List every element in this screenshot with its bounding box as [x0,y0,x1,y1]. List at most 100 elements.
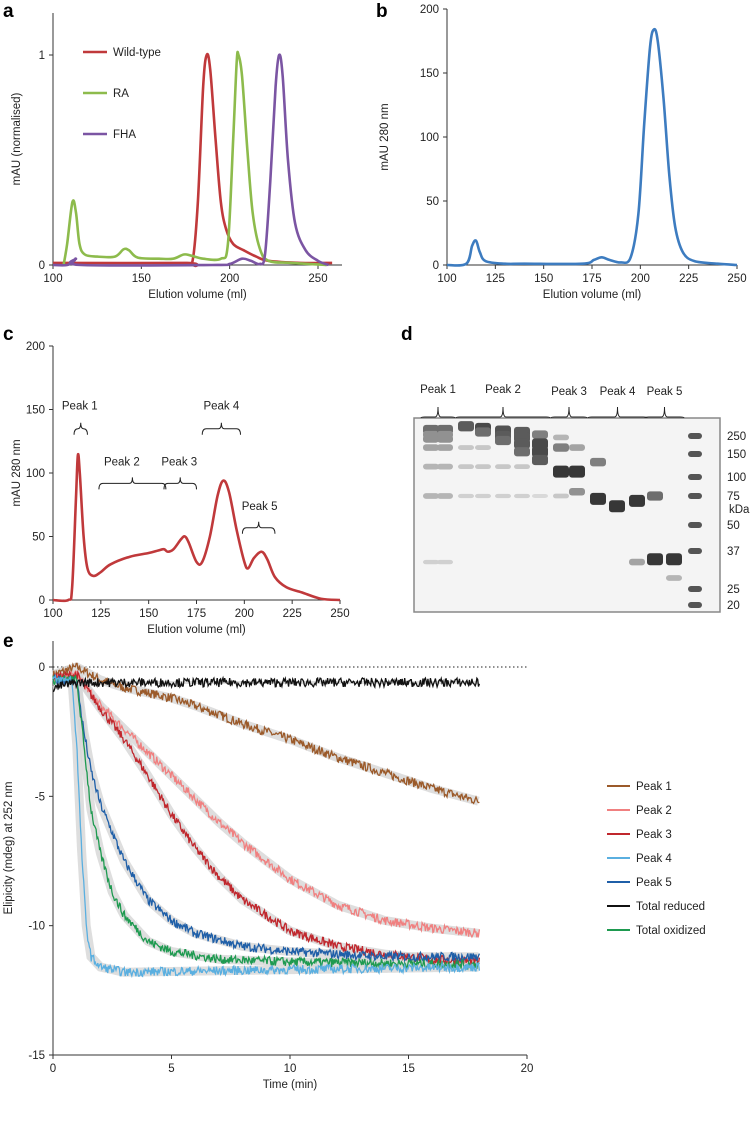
gel-group-brace [420,406,456,419]
x-tick-label: 125 [91,608,110,620]
legend-label: Peak 3 [636,829,672,841]
gel-band [495,464,511,470]
chart-panel-b: 100 125 150 175 200 225 250 0 50 100 150 200 Elution… [379,4,747,301]
gel-band [475,493,491,499]
y-tick-label: 150 [26,405,45,417]
marker-kda-label: 37 [727,546,740,558]
series-line-peak-2 [52,669,481,939]
x-tick-label: 200 [631,273,650,285]
x-tick-label: 0 [50,1063,56,1075]
y-tick-label: 50 [426,196,439,208]
gel-band [569,465,585,478]
gel-lane [553,434,569,499]
y-tick-label: 150 [420,68,439,80]
marker-kda-label: 100 [727,472,746,484]
gel-lane [609,500,625,513]
gel-band [423,493,439,499]
gel-group-label: Peak 1 [420,384,456,396]
x-tick-label: 150 [139,608,158,620]
panel-label-a: a [3,1,14,22]
x-tick-label: 175 [582,273,601,285]
legend-label: Total oxidized [636,925,706,937]
y-axis-label: Elipicity (mdeg) at 252 nm [3,782,15,915]
x-axis-label: Elution volume (ml) [543,289,642,301]
y-tick-label: 1 [39,50,45,62]
series-line-peak-4 [52,673,481,979]
panel-label-c: c [3,324,14,345]
x-axis-label: Time (min) [263,1079,318,1091]
gel-group-brace [587,406,648,419]
gel-band [666,575,682,581]
gel-lane [532,430,548,498]
x-tick-label: 10 [284,1063,297,1075]
chart-panel-d: 250 150 100 75 50 37 25 20 kDa Peak 1 Peak 2 Peak 3… [413,384,750,613]
gel-band [553,465,569,478]
gel-band [532,454,548,466]
gel-band [532,430,548,439]
chart-panel-e: 0 5 10 15 20 0 -5 -10 -15 Time (min) Elipicity (md… [3,641,706,1091]
gel-band [514,464,530,470]
gel-band [423,463,439,470]
gel-band [458,464,474,470]
gel-band [553,493,569,499]
x-tick-label: 250 [308,273,327,285]
gel-lane [495,425,511,499]
gel-lane [423,424,439,565]
x-tick-label: 100 [437,273,456,285]
gel-group-label: Peak 2 [485,384,521,396]
gel-band [423,444,439,451]
x-tick-label: 225 [679,273,698,285]
legend-label: Wild-type [113,47,161,59]
gel-lane [514,426,530,499]
gel-lane [458,421,474,499]
gel-band [437,559,453,565]
gel-band [437,435,453,443]
marker-band [688,433,702,439]
gel-group-brace [455,406,551,419]
series-line-total-oxidized [52,674,480,971]
y-tick-label: -10 [28,921,45,933]
gel-band [423,435,439,443]
x-tick-label: 175 [187,608,206,620]
legend-label: Peak 2 [636,805,672,817]
gel-lane [569,444,585,496]
marker-band [688,451,702,457]
x-tick-label: 250 [330,608,349,620]
gel-band [532,446,548,458]
x-tick-label: 250 [727,273,746,285]
marker-band [688,586,702,592]
x-tick-label: 225 [283,608,302,620]
x-tick-label: 100 [43,273,62,285]
series-line-wild-type [52,52,333,268]
peak-label: Peak 3 [161,456,197,468]
gel-band [647,491,663,501]
gel-band [553,434,569,441]
gel-band [629,494,645,507]
y-tick-label: -5 [35,791,45,803]
y-axis-label: mAU (normalised) [11,93,23,186]
marker-kda-label: 20 [727,600,740,612]
gel-band [647,553,663,566]
gel-group-brace [644,406,685,419]
chart-panel-c: 100 125 150 175 200 225 250 0 50 100 150 200 Elution… [11,341,350,636]
marker-kda-label: 50 [727,520,740,532]
gel-band [495,435,511,446]
panel-label-d: d [401,324,413,345]
gel-lane [629,494,645,566]
panel-label-e: e [3,631,14,652]
y-axis-label: mAU 280 nm [379,103,391,170]
gel-band [458,421,474,432]
marker-kda-label: 75 [727,491,740,503]
legend-label: RA [113,88,129,100]
gel-band [475,445,491,450]
legend-label: Peak 4 [636,853,672,865]
legend-label: FHA [113,129,136,141]
panel-label-b: b [376,1,388,22]
x-tick-label: 125 [486,273,505,285]
peak-brace [241,521,276,534]
y-tick-label: 200 [420,4,439,16]
error-band [52,670,479,938]
gel-band [590,492,606,505]
y-tick-label: 200 [26,341,45,353]
